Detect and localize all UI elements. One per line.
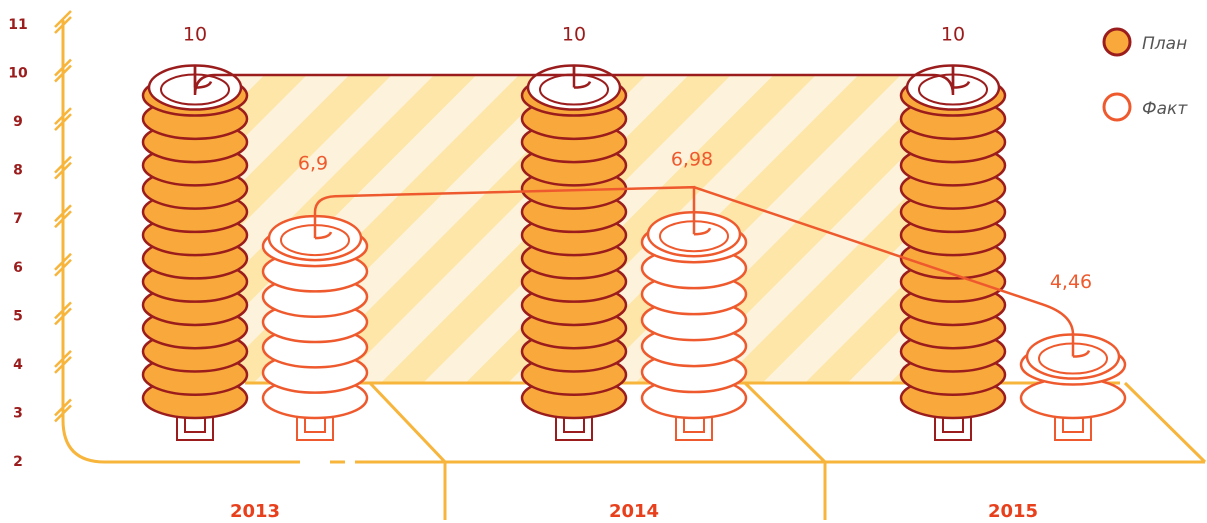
y-tick — [54, 252, 72, 277]
coin-stack — [261, 214, 369, 441]
y-tick-label: 4 — [13, 357, 23, 373]
coin-leg — [176, 410, 214, 441]
value-label: 6,98 — [671, 149, 713, 171]
y-tick-label: 8 — [13, 163, 23, 179]
coin-stack — [520, 64, 628, 441]
coin-spiral — [313, 216, 333, 240]
legend-label: План — [1142, 34, 1187, 54]
coin-stack — [1019, 333, 1127, 441]
coin-stack — [899, 64, 1007, 441]
coin-leg — [555, 410, 593, 441]
coin-stack — [141, 64, 249, 441]
x-tick-label: 2014 — [609, 501, 659, 522]
coin-leg — [675, 410, 713, 441]
y-tick — [54, 58, 72, 83]
value-label: 10 — [941, 24, 965, 46]
coin-leg — [296, 410, 334, 441]
y-tick — [54, 107, 72, 131]
y-tick — [54, 350, 72, 374]
y-tick-label: 9 — [13, 114, 23, 130]
y-tick-label: 7 — [13, 211, 23, 227]
coin-spiral — [692, 212, 712, 236]
legend-label: Факт — [1142, 99, 1188, 119]
legend-swatch — [1102, 92, 1132, 122]
coin-stack — [640, 210, 748, 441]
y-tick-label: 3 — [13, 405, 23, 421]
y-tick-label: 11 — [8, 17, 27, 33]
y-tick — [54, 398, 72, 423]
y-tick-label: 2 — [13, 454, 23, 470]
value-label: 4,46 — [1050, 271, 1092, 293]
plan-connector — [193, 65, 955, 96]
value-label: 10 — [562, 24, 586, 46]
y-tick — [54, 155, 72, 180]
x-tick-label: 2015 — [988, 501, 1038, 522]
y-tick — [54, 204, 72, 229]
y-tick-label: 10 — [8, 66, 28, 82]
coin-leg — [934, 410, 972, 441]
y-tick-label: 5 — [13, 308, 23, 324]
coin-spiral — [1071, 334, 1091, 358]
value-label: 10 — [183, 24, 207, 46]
y-tick — [54, 301, 72, 326]
fact-connector — [313, 185, 1075, 335]
value-label: 6,9 — [298, 153, 328, 175]
y-tick-label: 6 — [13, 260, 23, 276]
legend-swatch — [1102, 27, 1132, 57]
x-tick-label: 2013 — [230, 501, 280, 522]
y-tick — [54, 10, 72, 34]
coin-leg — [1054, 410, 1092, 441]
